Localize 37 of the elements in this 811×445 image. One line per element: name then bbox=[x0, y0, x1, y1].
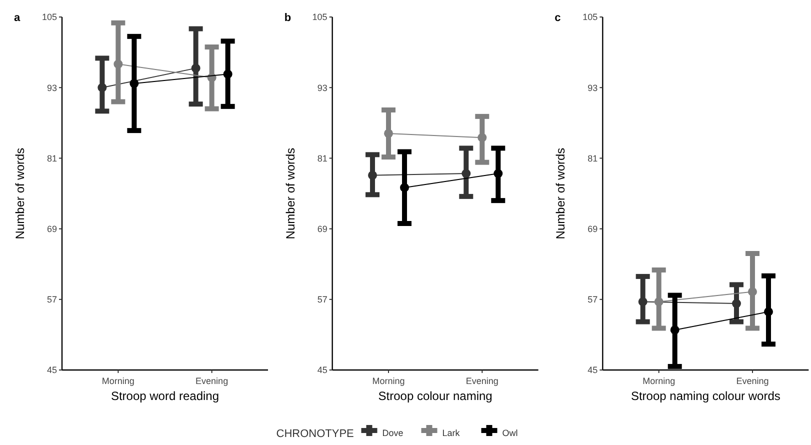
y-tick-label: 81 bbox=[588, 153, 598, 164]
legend-title: CHRONOTYPE bbox=[276, 428, 354, 440]
x-axis-title: Stroop word reading bbox=[110, 389, 220, 403]
y-tick-label: 81 bbox=[317, 153, 328, 164]
x-tick-label: Morning bbox=[102, 376, 134, 386]
y-axis-title: Number of words bbox=[283, 148, 298, 240]
y-tick-label: 69 bbox=[317, 224, 328, 234]
y-tick-label: 45 bbox=[317, 365, 328, 376]
y-tick-label: 105 bbox=[582, 12, 598, 22]
legend-label: Owl bbox=[502, 428, 518, 438]
y-tick-label: 105 bbox=[42, 12, 57, 22]
y-tick-label: 105 bbox=[312, 12, 328, 22]
legend-label: Dove bbox=[382, 428, 404, 438]
x-tick-label: Evening bbox=[466, 376, 498, 386]
y-tick-label: 81 bbox=[46, 153, 57, 164]
x-tick-label: Evening bbox=[736, 376, 769, 386]
y-tick-label: 93 bbox=[46, 82, 57, 93]
y-tick-label: 57 bbox=[588, 294, 598, 305]
y-tick-label: 93 bbox=[317, 82, 328, 93]
x-tick-label: Morning bbox=[642, 376, 676, 386]
y-tick-label: 69 bbox=[46, 224, 57, 234]
y-tick-label: 93 bbox=[588, 82, 598, 93]
x-tick-label: Morning bbox=[372, 376, 405, 386]
y-tick-label: 57 bbox=[317, 294, 328, 305]
y-axis-title: Number of words bbox=[13, 148, 27, 240]
x-axis-title: Stroop colour naming bbox=[378, 389, 492, 403]
x-axis-title: Stroop naming colour words bbox=[630, 389, 780, 403]
y-tick-label: 45 bbox=[588, 365, 598, 376]
chart-title: b bbox=[284, 12, 292, 24]
x-tick-label: Evening bbox=[196, 376, 228, 386]
legend-label: Lark bbox=[442, 428, 460, 438]
y-tick-label: 45 bbox=[46, 365, 57, 376]
y-tick-label: 69 bbox=[588, 224, 598, 234]
chart-title: c bbox=[554, 12, 561, 24]
chart-title: a bbox=[14, 12, 21, 24]
y-tick-label: 57 bbox=[46, 294, 57, 305]
y-axis-title: Number of words bbox=[554, 148, 568, 240]
